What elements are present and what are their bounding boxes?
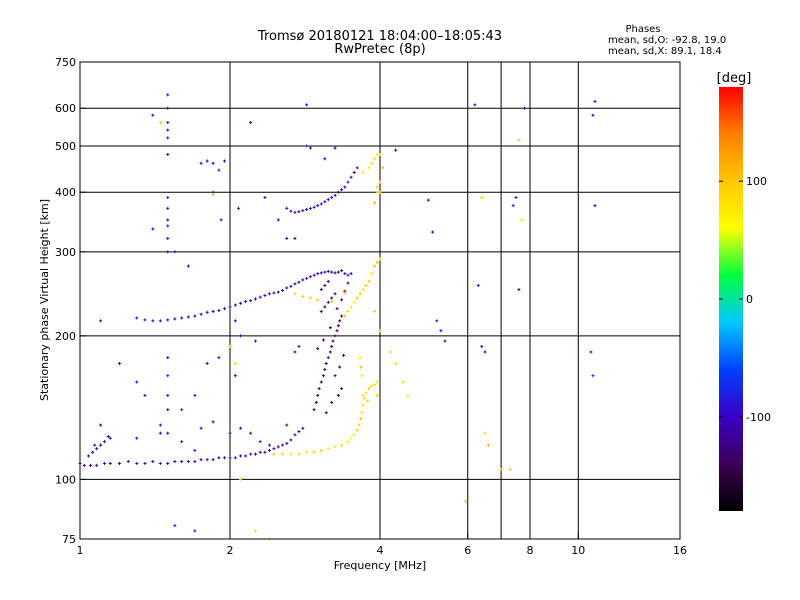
colorbar-tick-label: 100 xyxy=(746,175,767,188)
x-tick-label: 6 xyxy=(464,544,471,557)
y-tick-label: 600 xyxy=(55,102,76,115)
x-axis-label: Frequency [MHz] xyxy=(334,559,426,572)
x-tick-label: 10 xyxy=(571,544,585,557)
chart-subtitle: RwPretec (8p) xyxy=(334,42,425,57)
y-tick-label: 750 xyxy=(55,56,76,69)
legend-heading: Phases xyxy=(625,24,660,35)
x-tick-label: 16 xyxy=(673,544,687,557)
x-tick-label: 2 xyxy=(227,544,234,557)
colorbar-label: [deg] xyxy=(717,71,752,86)
legend-line-x: mean, sd,X: 89.1, 18.4 xyxy=(608,46,722,57)
x-tick-label: 1 xyxy=(77,544,84,557)
colorbar-tick-label: 0 xyxy=(746,293,753,306)
colorbar-tick-label: -100 xyxy=(746,411,771,424)
y-tick-label: 400 xyxy=(55,186,76,199)
x-tick-label: 4 xyxy=(377,544,384,557)
grid-layer xyxy=(80,62,680,539)
y-tick-label: 300 xyxy=(55,246,76,259)
chart-title: Tromsø 20180121 18:04:00–18:05:43 xyxy=(257,29,502,44)
legend-line-o: mean, sd,O: -92.8, 19.0 xyxy=(608,35,726,46)
y-tick-label: 200 xyxy=(55,330,76,343)
colorbar-ticks: 100 0 -100 xyxy=(719,175,771,424)
y-tick-label: 75 xyxy=(62,533,76,546)
y-axis-label: Stationary phase Virtual Height [km] xyxy=(38,199,51,401)
y-tick-label: 500 xyxy=(55,140,76,153)
points-layer xyxy=(78,93,597,541)
axes-layer: 1 2 4 6 8 10 16 75 100 200 300 400 500 600 750 xyxy=(55,56,687,557)
y-tick-label: 100 xyxy=(55,473,76,486)
x-tick-label: 8 xyxy=(527,544,534,557)
